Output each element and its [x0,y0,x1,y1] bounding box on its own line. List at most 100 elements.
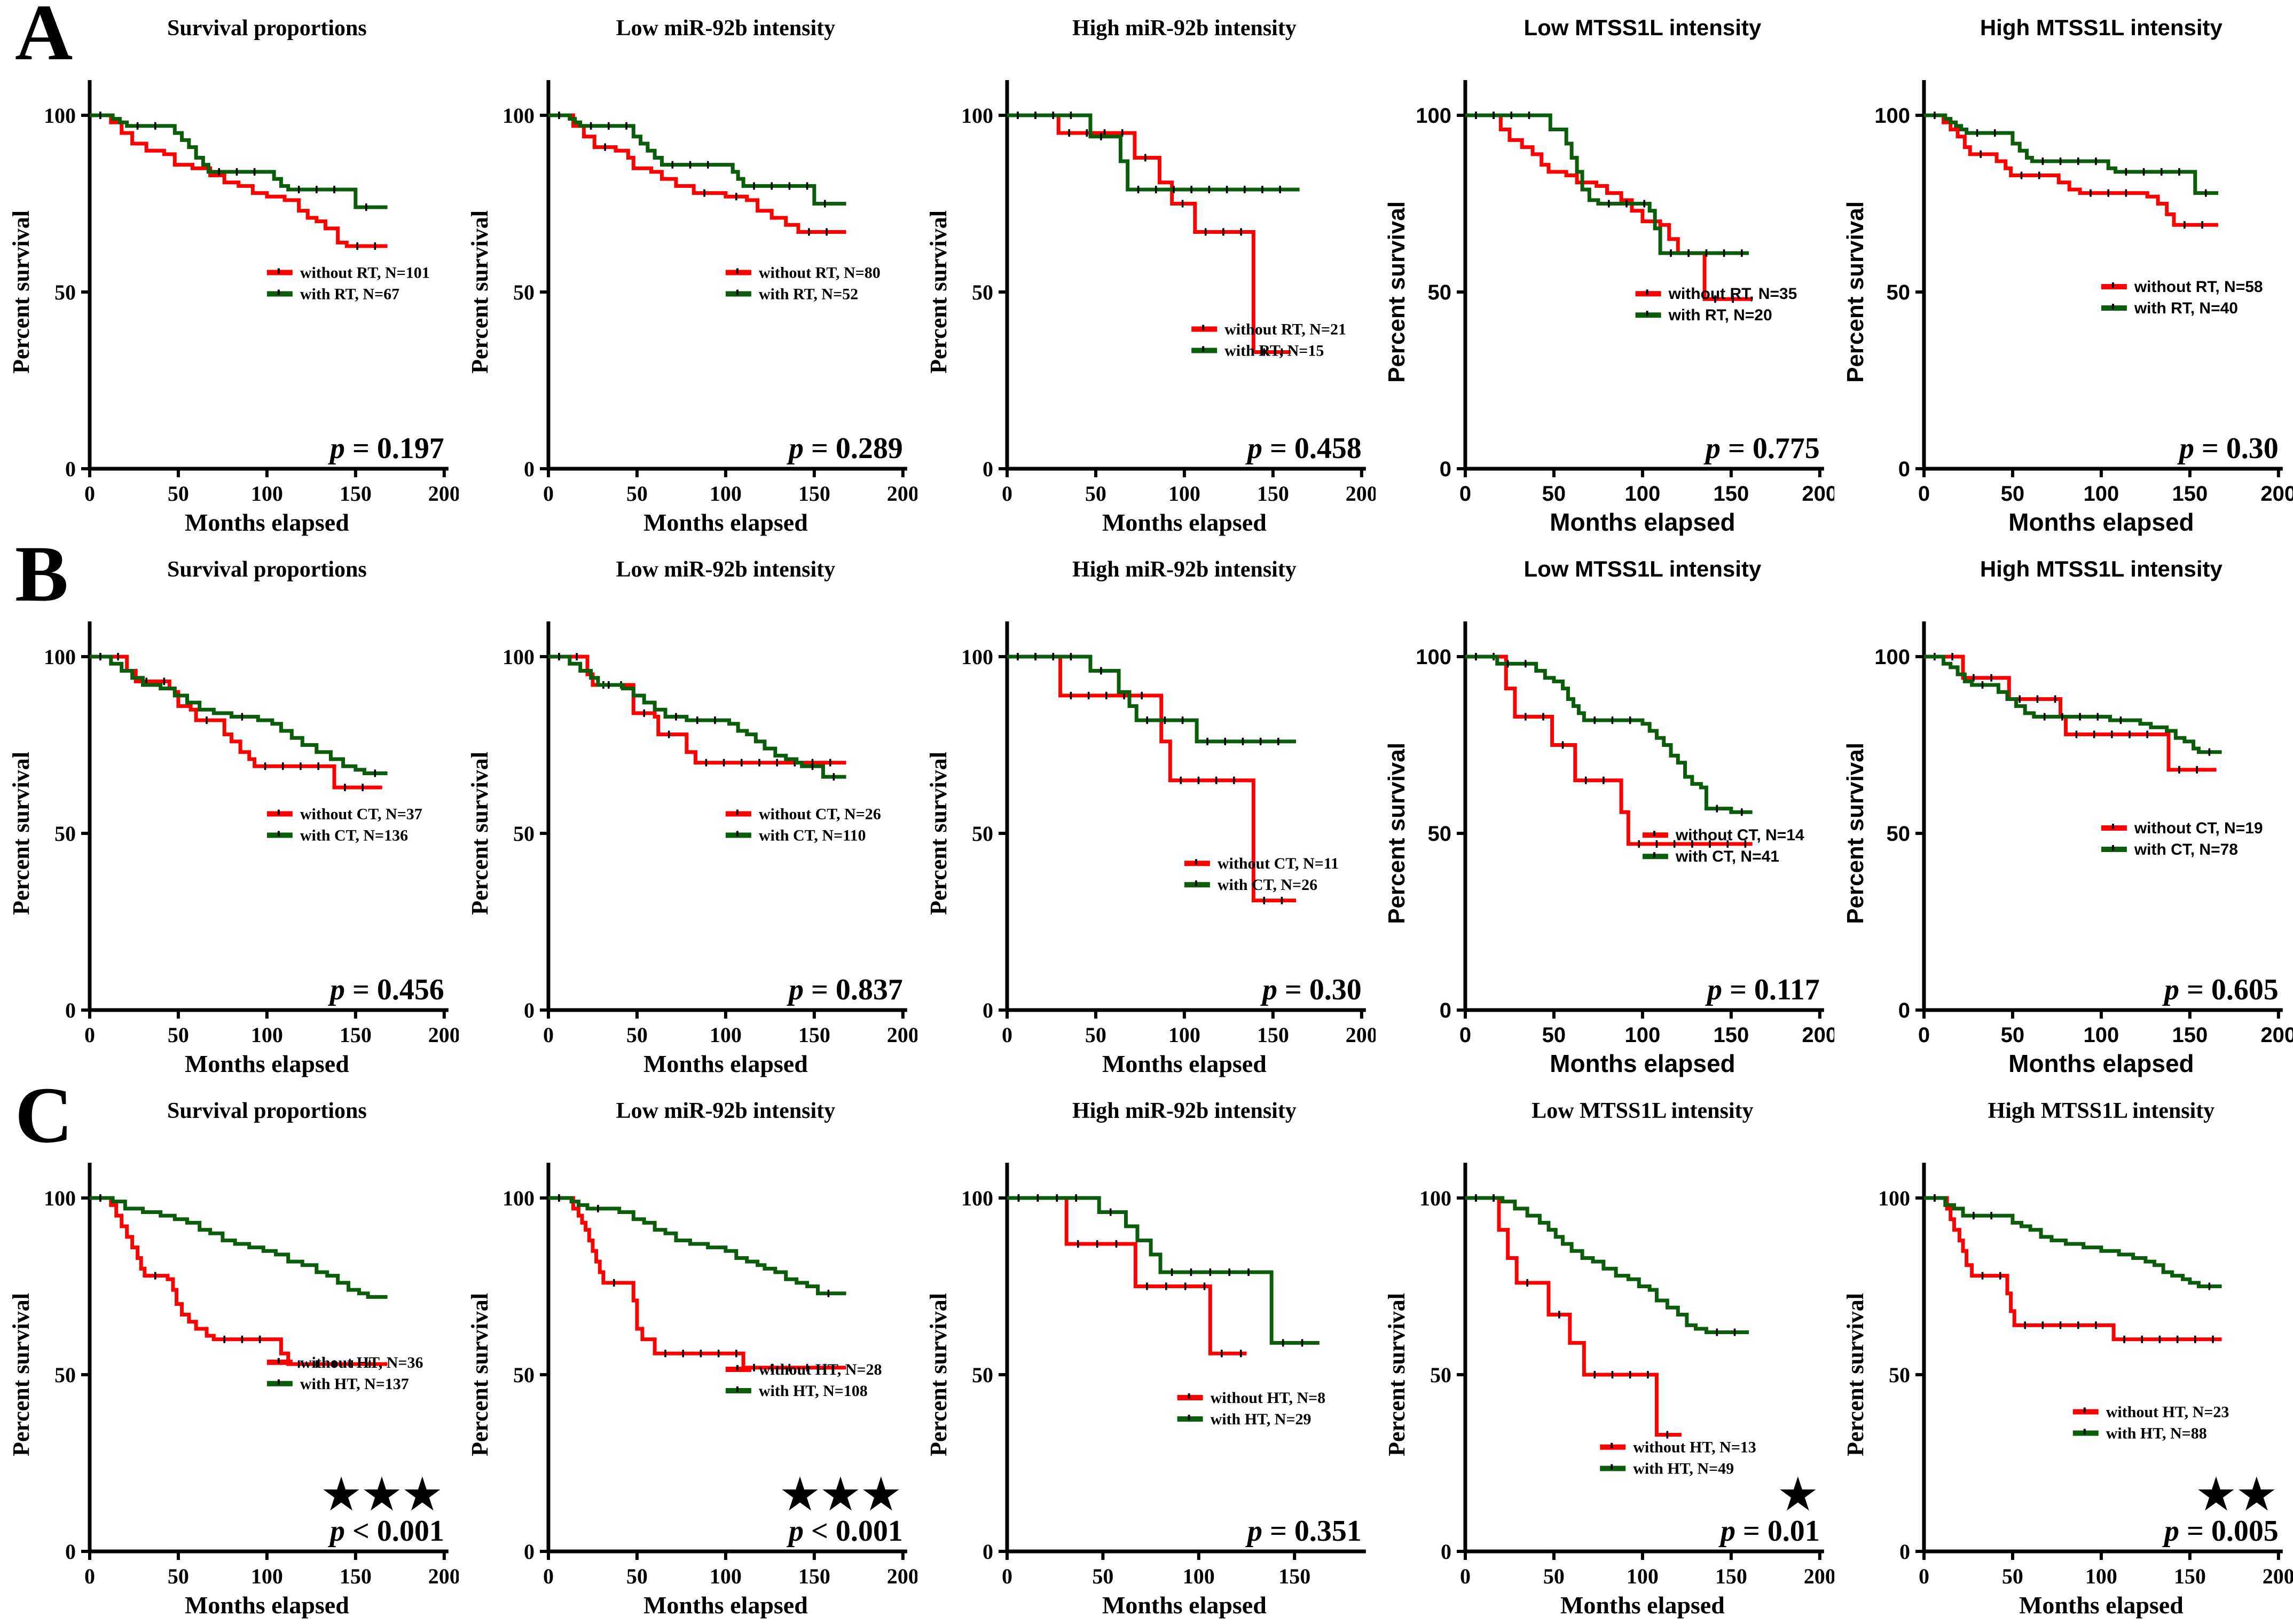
y-tick-label: 0 [65,998,76,1022]
censor-tick [1976,129,1978,137]
censor-tick [1056,1194,1058,1202]
x-axis-label: Months elapsed [2019,1591,2184,1619]
x-axis-label: Months elapsed [185,509,349,536]
x-axis-label: Months elapsed [2008,508,2194,536]
x-tick-label: 100 [1627,1564,1659,1588]
x-axis-label: Months elapsed [643,509,808,536]
censor-tick [1100,667,1102,675]
censor-tick [2176,1335,2179,1343]
x-tick-label: 0 [543,482,554,506]
y-tick-label: 100 [502,1186,535,1210]
censor-tick [1709,840,1711,848]
censor-tick [1666,1431,1669,1439]
x-tick-label: 200 [1345,482,1376,506]
survival-curve-with [1465,113,1749,255]
legend-label: without HT, N=23 [2106,1403,2229,1421]
censor-tick [1744,840,1747,848]
p-value-label: p = 0.117 [1705,973,1820,1006]
censor-tick [1510,112,1513,119]
p-value-label: p = 0.289 [787,432,903,465]
figure-row-C: C Survival proportions Percent survival Mon… [0,1075,2293,1624]
censor-tick [1282,1339,1284,1347]
censor-tick [1122,691,1125,699]
y-axis-label: Percent survival [925,1293,952,1456]
censor-tick [752,1363,755,1371]
censor-tick [671,161,673,169]
y-tick-label: 50 [513,1363,535,1387]
y-tick-label: 100 [961,1186,993,1210]
censor-tick [612,1279,615,1287]
legend-censor-glyph [1195,859,1197,865]
censor-tick [223,1335,226,1343]
censor-tick [163,677,166,685]
km-panel-A3: High miR-92b intensity Percent survival Mo… [917,0,1376,541]
censor-tick [703,189,705,197]
censor-tick [1197,776,1199,784]
km-plot-C2: Low miR-92b intensity Percent survival Mon… [467,1099,917,1619]
censor-tick [557,653,560,660]
censor-tick [771,182,773,190]
censor-tick [713,716,716,724]
censor-tick [2095,157,2097,165]
censor-tick [1643,200,1646,208]
censor-tick [1980,150,1982,158]
panel-title: High miR-92b intensity [1072,557,1297,582]
p-rest: = 0.197 [345,432,444,465]
legend-label: without CT, N=11 [1217,855,1338,872]
x-tick-label: 150 [340,482,372,506]
y-tick-label: 100 [1416,645,1452,669]
censor-tick [2141,1335,2143,1343]
x-axis-label: Months elapsed [643,1050,808,1077]
censor-tick [1228,1268,1230,1276]
y-tick-label: 50 [1428,822,1451,846]
x-axis-label: Months elapsed [1550,508,1736,536]
censor-tick [1096,1240,1098,1248]
legend-censor-glyph [1646,311,1648,317]
censor-tick [1934,112,1936,119]
p-rest: = 0.289 [804,432,903,465]
km-plot-C4: Low MTSS1L intensity Percent survival Mont… [1384,1099,1834,1619]
censor-tick [1261,186,1263,194]
censor-tick [1716,1328,1718,1336]
p-value-label: p = 0.30 [1260,973,1362,1006]
censor-tick [1100,132,1102,140]
censor-tick [351,1360,354,1368]
censor-tick [1144,154,1146,162]
x-tick-label: 50 [626,482,648,506]
censor-tick [829,759,831,767]
censor-tick [1190,1268,1192,1276]
censor-tick [735,193,737,201]
legend-label: without RT, N=101 [300,264,430,282]
censor-tick [2020,171,2023,179]
censor-tick [2019,695,2021,703]
censor-tick [1990,674,1993,682]
y-tick-label: 100 [44,645,76,669]
x-tick-label: 50 [2001,1023,2024,1047]
legend-label: without RT, N=80 [759,264,881,282]
censor-tick [668,730,670,738]
censor-tick [576,653,578,660]
legend-censor-glyph [277,268,280,274]
censor-tick [1562,741,1564,749]
censor-tick [1528,112,1530,119]
km-panel-B5: High MTSS1L intensity Percent survival Mon… [1834,541,2293,1083]
censor-tick [682,1350,684,1358]
x-tick-label: 50 [2001,482,2024,506]
x-tick-label: 0 [84,482,95,506]
legend-censor-glyph [1611,1464,1613,1470]
y-tick-label: 50 [1430,1363,1451,1387]
x-tick-label: 100 [1625,482,1661,506]
censor-tick [2036,695,2039,703]
censor-tick [2142,168,2145,176]
censor-tick [1741,249,1743,257]
censor-tick [1726,840,1729,848]
censor-tick [1165,1282,1167,1290]
x-axis-label: Months elapsed [185,1050,349,1077]
km-panel-A1: Survival proportions Percent survival Mont… [0,0,459,541]
censor-tick [723,759,725,767]
censor-tick [1181,200,1183,208]
censor-tick [1016,653,1019,660]
y-tick-label: 50 [1887,822,1910,846]
censor-tick [2161,168,2163,176]
